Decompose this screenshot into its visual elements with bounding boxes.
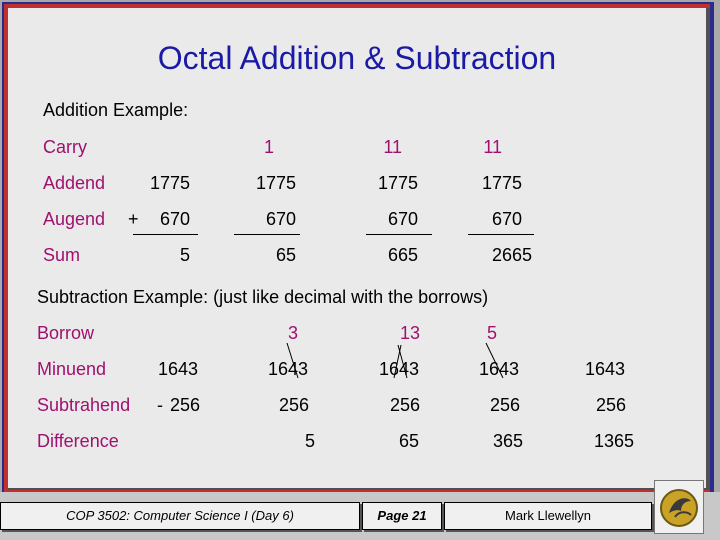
augend-label: Augend xyxy=(43,209,106,229)
difference-value: 65 xyxy=(399,431,420,451)
difference-label: Difference xyxy=(37,431,119,451)
subtraction-heading: Subtraction Example: (just like decimal … xyxy=(37,287,489,307)
sum-value: 65 xyxy=(275,245,296,265)
plus-sign: + xyxy=(128,209,139,229)
minuend-value: 1643 xyxy=(479,359,520,379)
difference-value: 365 xyxy=(493,431,524,451)
addend-label: Addend xyxy=(43,173,106,193)
difference-value: 5 xyxy=(305,431,316,451)
sum-value: 665 xyxy=(387,245,418,265)
augend-value: 670 xyxy=(491,209,522,229)
borrow-label: Borrow xyxy=(37,323,95,343)
subtrahend-value: 256 xyxy=(596,395,627,415)
sum-underline xyxy=(468,234,534,235)
minuend-label: Minuend xyxy=(37,359,107,379)
augend-value: 670 xyxy=(159,209,190,229)
borrow-value: 3 xyxy=(288,323,299,343)
carry-value: 11 xyxy=(483,137,502,157)
minuend-value: 1643 xyxy=(379,359,420,379)
sum-value: 2665 xyxy=(491,245,532,265)
augend-value: 670 xyxy=(265,209,296,229)
subtrahend-value: 256 xyxy=(490,395,521,415)
footer-author: Mark Llewellyn xyxy=(444,502,652,530)
minuend-value: 1643 xyxy=(268,359,309,379)
slide-content xyxy=(8,8,710,490)
footer-page: Page 21 xyxy=(362,502,442,530)
difference-value: 1365 xyxy=(594,431,635,451)
borrow-value: 13 xyxy=(400,323,421,343)
subtrahend-label: Subtrahend xyxy=(37,395,131,415)
borrow-value: 5 xyxy=(487,323,498,343)
addend-value: 1775 xyxy=(149,173,190,193)
minuend-value: 1643 xyxy=(158,359,199,379)
sum-label: Sum xyxy=(43,245,81,265)
minuend-value: 1643 xyxy=(585,359,626,379)
addend-value: 1775 xyxy=(481,173,522,193)
subtrahend-value: 256 xyxy=(170,395,201,415)
addend-value: 1775 xyxy=(255,173,296,193)
subtrahend-value: 256 xyxy=(390,395,421,415)
carry-value: 11 xyxy=(383,137,402,157)
augend-value: 670 xyxy=(387,209,418,229)
sum-underline xyxy=(234,234,300,235)
carry-label: Carry xyxy=(43,137,87,157)
addition-heading: Addition Example: xyxy=(43,100,189,120)
sum-underline xyxy=(133,234,198,235)
carry-value: 1 xyxy=(263,137,274,157)
sum-value: 5 xyxy=(179,245,190,265)
ucf-pegasus-logo-icon xyxy=(654,480,704,534)
footer-course: COP 3502: Computer Science I (Day 6) xyxy=(0,502,360,530)
minus-sign: - xyxy=(157,395,163,415)
subtrahend-value: 256 xyxy=(279,395,310,415)
sum-underline xyxy=(366,234,432,235)
slide-title: Octal Addition & Subtraction xyxy=(157,40,557,76)
addend-value: 1775 xyxy=(377,173,418,193)
